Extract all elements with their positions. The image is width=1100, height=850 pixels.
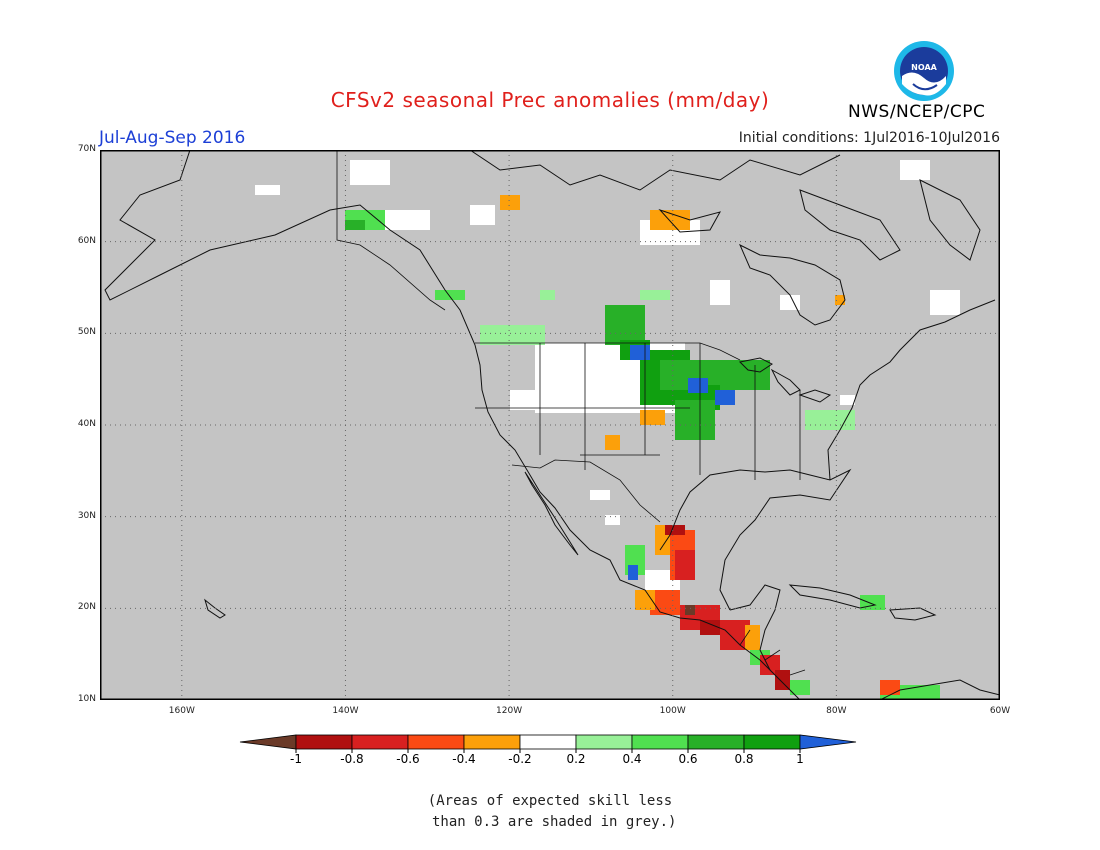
colorbar-label: -0.8 [340, 752, 364, 766]
south-america-coastline [879, 679, 1000, 700]
anomaly-cell [790, 680, 810, 695]
coastlines [104, 150, 1000, 700]
colorbar-block [687, 734, 745, 750]
colorbar-label: 0.6 [678, 752, 698, 766]
colorbar-label: -0.6 [396, 752, 420, 766]
noaa-logo-icon: NOAA [894, 41, 954, 101]
initial-conditions: Initial conditions: 1Jul2016-10Jul2016 [738, 130, 1000, 146]
colorbar-min-triangle [239, 734, 297, 750]
anomaly-cell [880, 680, 900, 695]
anomaly-cell [435, 290, 465, 300]
anomaly-cell [500, 195, 520, 210]
na-west-coastline [104, 150, 801, 700]
colorbar-block [351, 734, 409, 750]
noaa-logo-text: NOAA [911, 63, 937, 72]
lat-tick-label: 20N [77, 602, 96, 613]
colorbar-block [575, 734, 633, 750]
lon-tick-label: 120W [496, 706, 523, 716]
anomaly-cell [710, 280, 730, 305]
anomaly-cell [840, 395, 855, 405]
cuba-coastline [788, 584, 877, 609]
anomaly-cell [628, 565, 638, 580]
anomaly-cell [605, 435, 620, 450]
anomaly-cell [675, 550, 695, 580]
anomaly-cell [665, 525, 685, 535]
chart-title: CFSv2 seasonal Prec anomalies (mm/day) [330, 88, 770, 112]
baja-coastline [524, 471, 579, 556]
anomaly-cell [675, 400, 715, 440]
lon-tick-label: 60W [989, 706, 1011, 716]
anomaly-cell [470, 205, 495, 225]
lat-tick-label: 10N [77, 694, 96, 704]
anomaly-cell [900, 160, 930, 180]
yucatan-coastline [729, 584, 781, 671]
great-lakes [738, 357, 832, 403]
lat-tick-label: 40N [77, 419, 96, 429]
hawaii-coastline [204, 598, 226, 619]
anomaly-cell [775, 670, 790, 690]
anomaly-cell [605, 305, 645, 345]
colorbar-label: -0.2 [508, 752, 532, 766]
anomaly-cell [780, 295, 800, 310]
colorbar-label: -0.4 [452, 752, 476, 766]
colorbar-block [631, 734, 689, 750]
colorbar-label: -1 [290, 752, 302, 766]
lon-tick-label: 80W [826, 706, 847, 716]
east-coastline [827, 299, 996, 481]
map-frame [100, 150, 1000, 700]
colorbar-block [519, 734, 577, 750]
colorbar-block [295, 734, 353, 750]
anomaly-cell [605, 515, 620, 525]
lon-tick-label: 100W [659, 706, 686, 716]
colorbar-block [407, 734, 465, 750]
anomaly-cell [930, 290, 960, 315]
political-borders [336, 150, 806, 676]
lat-tick-label: 50N [77, 327, 96, 338]
anomaly-cell [590, 490, 610, 500]
us-state-lines [475, 343, 801, 480]
anomaly-cell [685, 605, 695, 615]
anomaly-cell [688, 378, 708, 393]
anomaly-cell [835, 295, 845, 305]
us-mexico-border [511, 459, 661, 523]
anomaly-cell [480, 325, 545, 345]
colorbar-label: 0.2 [566, 752, 586, 766]
lat-tick-label: 30N [77, 510, 96, 521]
central-america-borders [739, 629, 806, 676]
anomaly-cell [640, 290, 670, 300]
colorbar-label: 1 [796, 752, 804, 766]
anomaly-cell [350, 160, 390, 185]
precip-colorbar [239, 734, 857, 753]
lon-tick-label: 160W [168, 706, 195, 716]
forecast-period: Jul-Aug-Sep 2016 [99, 128, 246, 148]
anomaly-cell [715, 390, 735, 405]
alaska-canada-border [336, 150, 446, 311]
agency-label: NWS/NCEP/CPC [848, 102, 986, 122]
anomaly-cell [805, 410, 855, 430]
anomaly-cell [255, 185, 280, 195]
lat-tick-label: 70N [77, 144, 96, 154]
lat-tick-label: 60N [77, 235, 96, 246]
anomaly-cell [630, 345, 650, 360]
colorbar-block [463, 734, 521, 750]
canada-us-border [475, 342, 741, 361]
anomaly-cell [635, 590, 655, 610]
colorbar-label: 0.8 [734, 752, 754, 766]
colorbar-max-triangle [799, 734, 857, 750]
colorbar-label: 0.4 [622, 752, 642, 766]
arctic-islands [469, 150, 841, 191]
anomaly-cell [640, 410, 665, 425]
anomaly-cell [345, 220, 365, 230]
colorbar-block [743, 734, 801, 750]
anomaly-cell [540, 290, 555, 300]
hudson-bay-coastline [738, 243, 846, 326]
lon-tick-label: 140W [332, 706, 359, 716]
skill-footnote: (Areas of expected skill less than 0.3 a… [427, 793, 677, 830]
map-gridlines [100, 150, 1000, 700]
precip-anomaly-map [100, 150, 1000, 700]
anomaly-cell [650, 210, 690, 230]
anomaly-cell [745, 625, 760, 650]
